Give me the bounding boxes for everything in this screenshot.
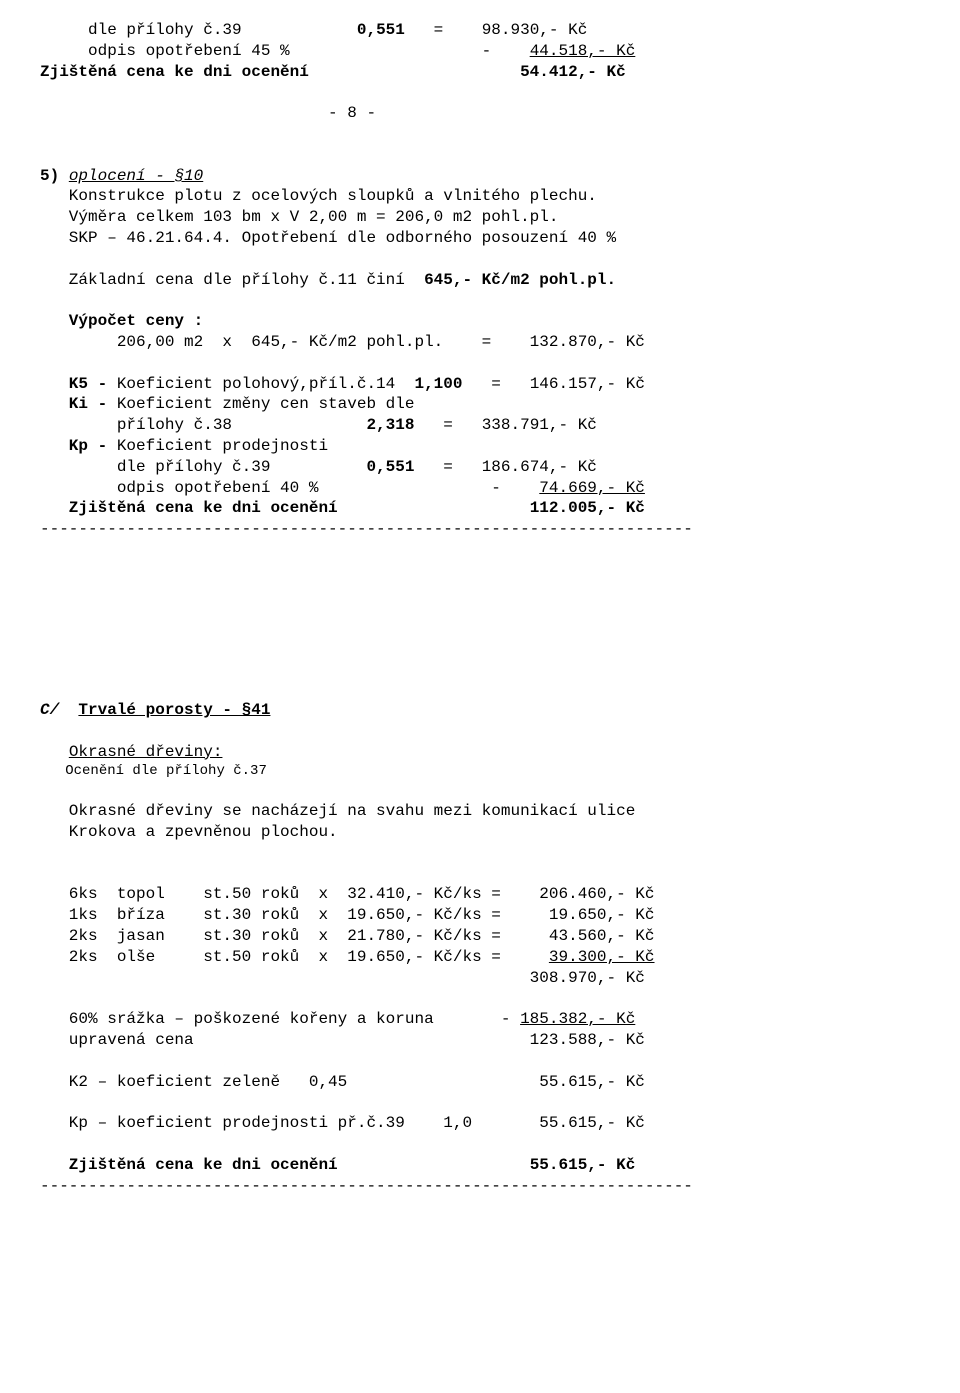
secC-row3: 2ks jasan st.30 roků x 21.780,- Kč/ks = … <box>40 926 920 947</box>
eq: = <box>462 375 529 393</box>
txt: odpis opotřebení 40 % - <box>40 479 539 497</box>
amount: 98.930,- Kč <box>482 21 588 39</box>
secC-subnote: Ocenění dle přílohy č.37 <box>40 762 920 780</box>
sec5-desc1: Konstrukce plotu z ocelových sloupků a v… <box>40 186 920 207</box>
title: oplocení - §10 <box>69 167 203 185</box>
txt: ----------------------------------------… <box>40 1177 693 1195</box>
txt: 6ks topol st.50 roků x 32.410,- Kč/ks = … <box>40 885 655 903</box>
txt: Ocenění dle přílohy č.37 <box>65 763 267 779</box>
txt: 206,00 m2 x 645,- Kč/m2 pohl.pl. = 132.8… <box>40 333 645 351</box>
txt: 2ks olše st.50 roků x 19.650,- Kč/ks = <box>40 948 549 966</box>
txt: ----------------------------------------… <box>40 520 693 538</box>
eq: = <box>405 21 482 39</box>
sec5-odpis: odpis opotřebení 40 % - 74.669,- Kč <box>40 478 920 499</box>
sec5-desc2: Výměra celkem 103 bm x V 2,00 m = 206,0 … <box>40 207 920 228</box>
txt: Koeficient změny cen staveb dle <box>117 395 415 413</box>
txt: 60% srážka – poškozené kořeny a koruna - <box>40 1010 520 1028</box>
txt: 308.970,- Kč <box>40 969 645 987</box>
lbl: Kp - <box>40 437 117 455</box>
txt: Okrasné dřeviny: <box>69 743 223 761</box>
txt: Koeficient polohový,příl.č.14 <box>117 375 415 393</box>
num: 5) <box>40 167 59 185</box>
line-top-2: odpis opotřebení 45 % - 44.518,- Kč <box>40 41 920 62</box>
txt: Koeficient prodejnosti <box>117 437 328 455</box>
txt: Zjištěná cena ke dni ocenění <box>40 499 530 517</box>
sec5-kp-2: dle přílohy č.39 0,551 = 186.674,- Kč <box>40 457 920 478</box>
lbl: Ki - <box>40 395 117 413</box>
txt: Výměra celkem 103 bm x V 2,00 m = 206,0 … <box>40 208 558 226</box>
txt: Konstrukce plotu z ocelových sloupků a v… <box>40 187 597 205</box>
secC-row1: 6ks topol st.50 roků x 32.410,- Kč/ks = … <box>40 884 920 905</box>
secC-sraz: 60% srážka – poškozené kořeny a koruna -… <box>40 1009 920 1030</box>
divider-2: ----------------------------------------… <box>40 1176 920 1197</box>
title: Trvalé porosty - §41 <box>78 701 270 719</box>
sec5-ki-2: přílohy č.38 2,318 = 338.791,- Kč <box>40 415 920 436</box>
sec5-calc-line: 206,00 m2 x 645,- Kč/m2 pohl.pl. = 132.8… <box>40 332 920 353</box>
txt: - 8 - <box>40 104 376 122</box>
amount: 55.615,- Kč <box>530 1156 636 1174</box>
sec5-ki-1: Ki - Koeficient změny cen staveb dle <box>40 394 920 415</box>
lbl: C/ <box>40 701 59 719</box>
amount: 338.791,- Kč <box>482 416 597 434</box>
sec5-k5: K5 - Koeficient polohový,příl.č.14 1,100… <box>40 374 920 395</box>
sec5-calc-title: Výpočet ceny : <box>40 311 920 332</box>
txt: Výpočet ceny : <box>40 312 203 330</box>
page-marker: - 8 - <box>40 103 920 124</box>
txt: 2ks jasan st.30 roků x 21.780,- Kč/ks = … <box>40 927 655 945</box>
amount: 185.382,- Kč <box>520 1010 635 1028</box>
txt: Základní cena dle přílohy č.11 činí <box>40 271 424 289</box>
amount: 39.300,- Kč <box>549 948 655 966</box>
mid: 0,551 <box>366 458 414 476</box>
txt: Krokova a zpevněnou plochou. <box>40 823 338 841</box>
secC-sum: 308.970,- Kč <box>40 968 920 989</box>
txt: 1ks bříza st.30 roků x 19.650,- Kč/ks = … <box>40 906 655 924</box>
val: 0,551 <box>357 21 405 39</box>
txt: K2 – koeficient zeleně 0,45 55.615,- Kč <box>40 1073 645 1091</box>
amount: 112.005,- Kč <box>530 499 645 517</box>
secC-para1: Okrasné dřeviny se nacházejí na svahu me… <box>40 801 920 822</box>
secC-zjist: Zjištěná cena ke dni ocenění 55.615,- Kč <box>40 1155 920 1176</box>
secC-para2: Krokova a zpevněnou plochou. <box>40 822 920 843</box>
secC-row4: 2ks olše st.50 roků x 19.650,- Kč/ks = 3… <box>40 947 920 968</box>
amount: 186.674,- Kč <box>482 458 597 476</box>
secC-kp: Kp – koeficient prodejnosti př.č.39 1,0 … <box>40 1113 920 1134</box>
sec5-title: 5) oplocení - §10 <box>40 166 920 187</box>
lbl: K5 - <box>40 375 117 393</box>
amount: 44.518,- Kč <box>530 42 636 60</box>
line-top-1: dle přílohy č.39 0,551 = 98.930,- Kč <box>40 20 920 41</box>
secC-upr: upravená cena 123.588,- Kč <box>40 1030 920 1051</box>
secC-row2: 1ks bříza st.30 roků x 19.650,- Kč/ks = … <box>40 905 920 926</box>
txt: upravená cena 123.588,- Kč <box>40 1031 645 1049</box>
txt: dle přílohy č.39 <box>40 458 366 476</box>
secC-k2: K2 – koeficient zeleně 0,45 55.615,- Kč <box>40 1072 920 1093</box>
divider-1: ----------------------------------------… <box>40 519 920 540</box>
txt: Kp – koeficient prodejnosti př.č.39 1,0 … <box>40 1114 645 1132</box>
sec5-desc3: SKP – 46.21.64.4. Opotřebení dle odborné… <box>40 228 920 249</box>
amount: 146.157,- Kč <box>530 375 645 393</box>
amount: 74.669,- Kč <box>539 479 645 497</box>
line-top-3: Zjištěná cena ke dni ocenění 54.412,- Kč <box>40 62 920 83</box>
eq: = <box>414 416 481 434</box>
txt: odpis opotřebení 45 % - <box>40 42 530 60</box>
sec5-zjist: Zjištěná cena ke dni ocenění 112.005,- K… <box>40 498 920 519</box>
txt: dle přílohy č.39 <box>40 21 357 39</box>
txt: Okrasné dřeviny se nacházejí na svahu me… <box>40 802 635 820</box>
txt: Zjištěná cena ke dni ocenění <box>40 63 520 81</box>
sec5-kp-1: Kp - Koeficient prodejnosti <box>40 436 920 457</box>
mid: 2,318 <box>366 416 414 434</box>
mid: 1,100 <box>414 375 462 393</box>
amount: 54.412,- Kč <box>520 63 626 81</box>
secC-sub: Okrasné dřeviny: <box>40 742 920 763</box>
txt: SKP – 46.21.64.4. Opotřebení dle odborné… <box>40 229 616 247</box>
val: 645,- Kč/m2 pohl.pl. <box>424 271 616 289</box>
sec5-base: Základní cena dle přílohy č.11 činí 645,… <box>40 270 920 291</box>
secC-title: C/ Trvalé porosty - §41 <box>40 700 920 721</box>
txt: Zjištěná cena ke dni ocenění <box>40 1156 530 1174</box>
txt: přílohy č.38 <box>40 416 366 434</box>
eq: = <box>414 458 481 476</box>
